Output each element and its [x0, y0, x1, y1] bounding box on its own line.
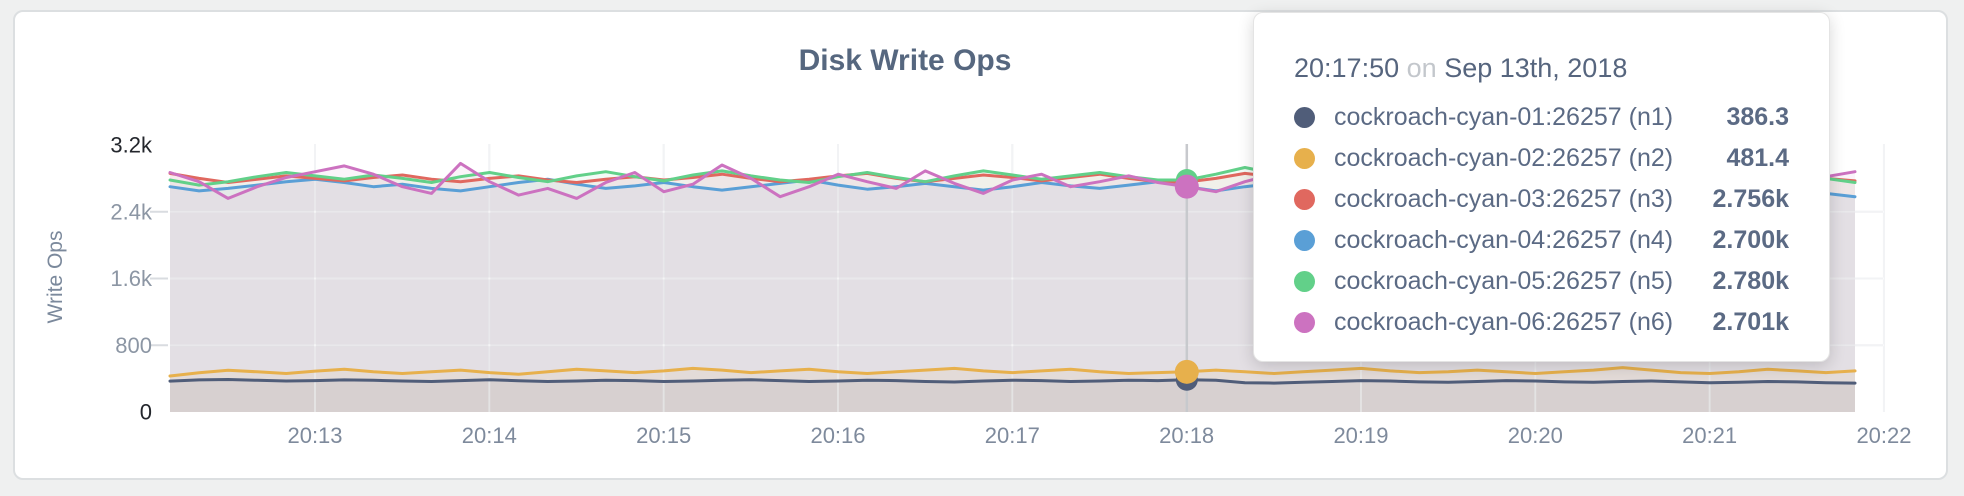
- x-axis-tick-label: 20:18: [1159, 423, 1214, 448]
- series-value: 2.701k: [1712, 308, 1789, 336]
- y-axis-title: Write Ops: [44, 230, 67, 324]
- hover-dots: [1174, 169, 1199, 391]
- y-axis-tick-label: 0: [140, 400, 152, 425]
- x-axis-tick-label: 20:21: [1682, 423, 1737, 448]
- series-label: cockroach-cyan-05:26257 (n5): [1334, 267, 1674, 295]
- series-label: cockroach-cyan-02:26257 (n2): [1334, 144, 1674, 172]
- tooltip-row: cockroach-cyan-01:26257 (n1) 386.3: [1294, 97, 1789, 138]
- y-axis-tick-label: 2.4k: [110, 199, 153, 224]
- x-axis-tick-label: 20:22: [1856, 423, 1911, 448]
- y-axis-tick-label: 800: [115, 333, 152, 358]
- x-axis-tick-label: 20:16: [810, 423, 865, 448]
- tooltip-date: Sep 13th, 2018: [1444, 53, 1628, 83]
- series-value: 2.700k: [1712, 226, 1789, 254]
- series-line-1: [168, 378, 1857, 385]
- series-value: 386.3: [1726, 103, 1789, 131]
- series-label: cockroach-cyan-06:26257 (n6): [1334, 308, 1674, 336]
- y-axis-tick-label: 3.2k: [110, 133, 153, 158]
- series-dot-n5-icon: [1294, 271, 1315, 292]
- series-dot-n2-icon: [1294, 148, 1315, 169]
- x-axis-tick-label: 20:19: [1333, 423, 1388, 448]
- tooltip-row: cockroach-cyan-06:26257 (n6) 2.701k: [1294, 302, 1789, 343]
- x-axis-tick-label: 20:13: [287, 423, 342, 448]
- series-dot-n4-icon: [1294, 230, 1315, 251]
- x-axis-tick-label: 20:14: [462, 423, 517, 448]
- x-axis-tick-label: 20:15: [636, 423, 691, 448]
- series-dot-n3-icon: [1294, 189, 1315, 210]
- chart-title: Disk Write Ops: [798, 44, 1012, 77]
- chart-tooltip: 20:17:50 on Sep 13th, 2018 cockroach-cya…: [1253, 12, 1830, 362]
- series-label: cockroach-cyan-01:26257 (n1): [1334, 103, 1674, 131]
- tooltip-header: 20:17:50 on Sep 13th, 2018: [1294, 53, 1789, 83]
- axis-labels: 3.2k 2.4k 1.6k 800 0 20:13 20:14 20:15 20:16 20:1…: [110, 133, 1911, 449]
- series-value: 481.4: [1726, 144, 1789, 172]
- tooltip-row: cockroach-cyan-04:26257 (n4) 2.700k: [1294, 220, 1789, 261]
- tooltip-row: cockroach-cyan-05:26257 (n5) 2.780k: [1294, 261, 1789, 302]
- tooltip-time: 20:17:50: [1294, 53, 1400, 83]
- series-dot-n6-icon: [1294, 312, 1315, 333]
- hover-dot-6: [1174, 174, 1199, 199]
- hover-dot-2: [1174, 359, 1199, 384]
- series-label: cockroach-cyan-04:26257 (n4): [1334, 226, 1674, 254]
- tooltip-row: cockroach-cyan-02:26257 (n2) 481.4: [1294, 138, 1789, 179]
- series-value: 2.780k: [1712, 267, 1789, 295]
- x-axis-tick-label: 20:17: [985, 423, 1040, 448]
- y-axis-tick-label: 1.6k: [110, 266, 153, 291]
- tooltip-row: cockroach-cyan-03:26257 (n3) 2.756k: [1294, 179, 1789, 220]
- tooltip-on-word: on: [1406, 53, 1437, 83]
- x-axis-tick-label: 20:20: [1508, 423, 1563, 448]
- series-line-2: [168, 366, 1857, 378]
- series-value: 2.756k: [1712, 185, 1789, 213]
- series-label: cockroach-cyan-03:26257 (n3): [1334, 185, 1674, 213]
- series-dot-n1-icon: [1294, 107, 1315, 128]
